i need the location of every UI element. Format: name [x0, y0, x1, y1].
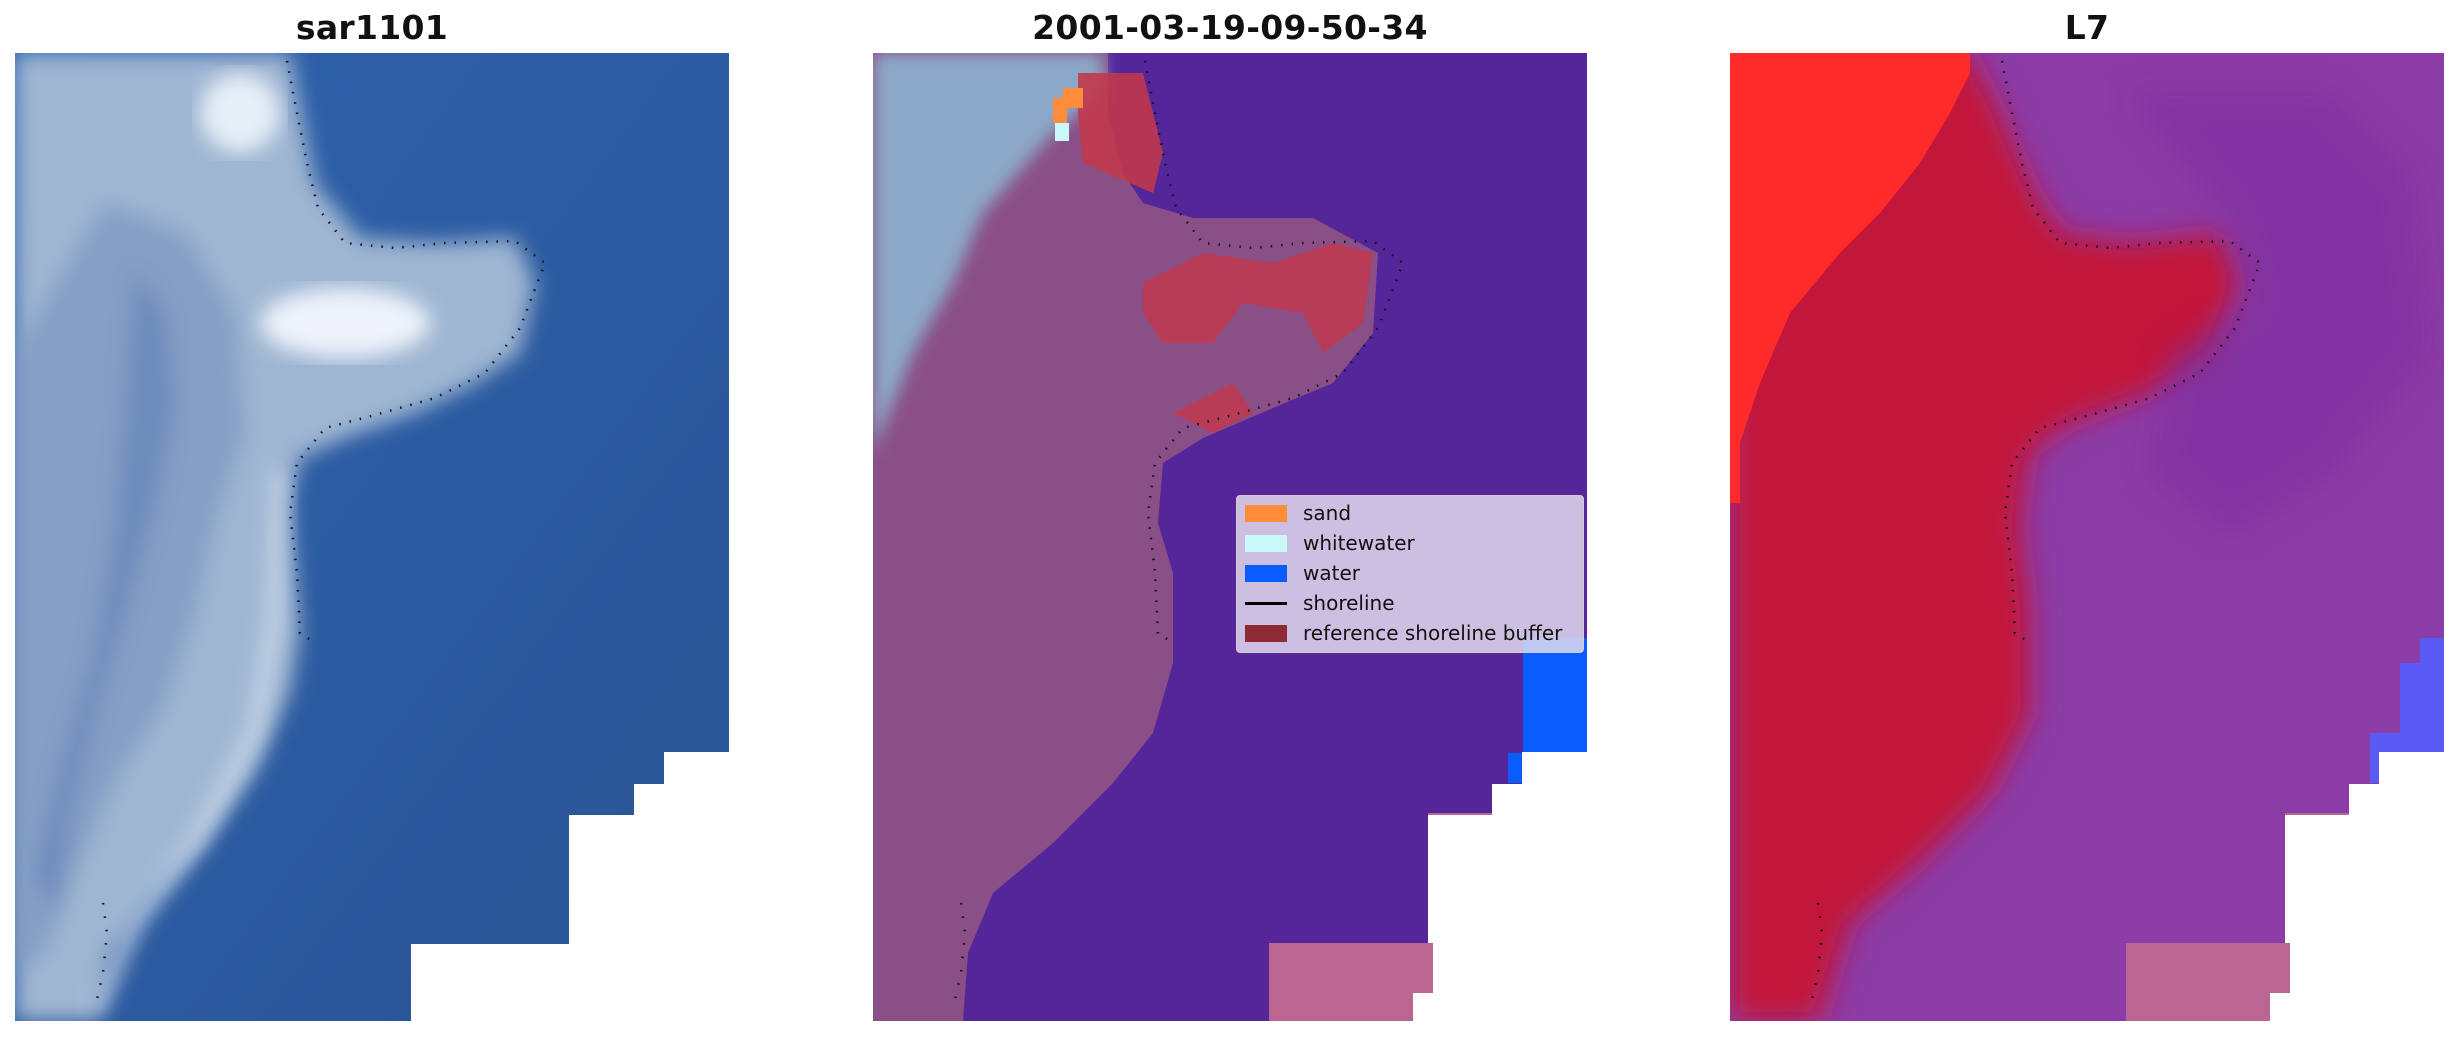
classification-image	[873, 53, 1587, 1021]
panel-title: L7	[2064, 8, 2110, 47]
buffer-red-small	[1173, 383, 1253, 433]
bright-beach	[200, 73, 280, 153]
whitewater-pixels	[1055, 123, 1069, 141]
bright-spit	[260, 288, 430, 358]
sand-pixels	[1063, 88, 1083, 108]
panel-title: 2001-03-19-09-50-34	[1032, 8, 1428, 47]
channel	[35, 273, 175, 913]
satellite-image	[15, 53, 729, 1021]
water-swatch	[1245, 564, 1287, 582]
legend-label: shoreline	[1303, 591, 1395, 615]
upper-red-bright	[1730, 53, 1970, 503]
legend-item-whitewater: whitewater	[1237, 528, 1583, 558]
legend-label: whitewater	[1303, 531, 1415, 555]
legend-item-sand: sand	[1237, 498, 1583, 528]
nodata-white	[411, 752, 729, 1021]
legend-label: reference shoreline buffer	[1303, 621, 1563, 645]
buffer-swatch	[1245, 624, 1287, 642]
land-upper-pale	[873, 53, 1103, 453]
shoreline-line-icon	[1245, 601, 1287, 605]
probability-image	[1730, 53, 2444, 1021]
legend-item-buffer: reference shoreline buffer	[1237, 618, 1583, 648]
legend-label: water	[1303, 561, 1360, 585]
land-red	[1730, 53, 2240, 1021]
buffer-red	[1078, 73, 1163, 193]
water-blue	[1508, 638, 1587, 783]
legend-item-water: water	[1237, 558, 1583, 588]
panel-title: sar1101	[295, 8, 449, 47]
panel-classification: 2001-03-19-09-50-34 sand	[873, 0, 1587, 1037]
buffer-red-spit	[1143, 243, 1373, 353]
legend-item-shoreline: shoreline	[1237, 588, 1583, 618]
whitewater-swatch	[1245, 534, 1287, 552]
nodata-white	[2285, 752, 2444, 943]
panel-rgb: sar1101	[15, 0, 729, 1037]
white-fringe	[88, 472, 287, 1016]
blue-patch	[2370, 638, 2444, 783]
nodata-white	[1428, 752, 1587, 943]
legend-label: sand	[1303, 501, 1352, 525]
sand-swatch	[1245, 504, 1287, 522]
panel-l7: L7	[1730, 0, 2444, 1037]
legend: sand whitewater water shoreline referenc…	[1236, 495, 1584, 653]
